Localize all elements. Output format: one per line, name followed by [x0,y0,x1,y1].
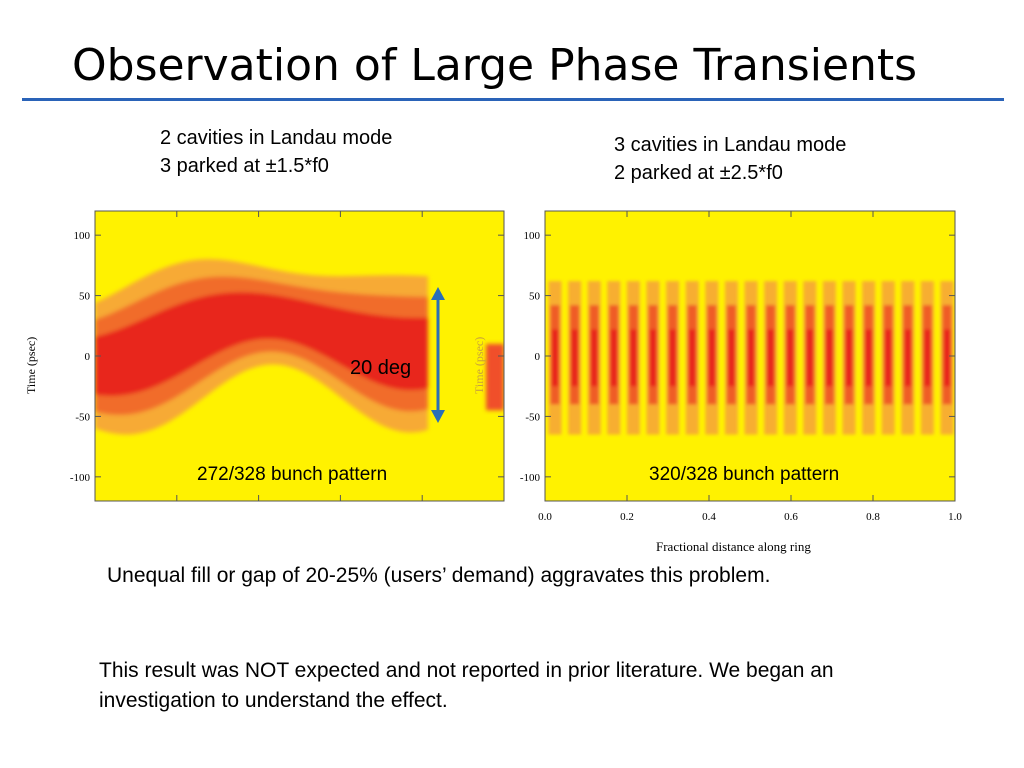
stripe-core [747,329,755,387]
right-ytick-label: -100 [520,472,541,484]
caption-right: 3 cavities in Landau mode 2 parked at ±2… [614,134,847,184]
right-xtick-label: 0.2 [620,511,634,523]
right-ytick-label: -50 [525,411,540,423]
stripe-core [649,329,657,387]
stripe-core [708,329,716,387]
stripe-core [688,329,696,387]
density-fragment [486,343,504,411]
phase-arrow [431,287,445,423]
right-x-axis-title: Fractional distance along ring [656,539,811,554]
slide-title: Observation of Large Phase Transients [72,40,918,91]
left-ytick-label: 50 [79,291,91,303]
density-core [95,292,428,396]
right-y-axis-title: Time (psec) [472,336,486,394]
left-ytick-label: -100 [70,472,91,484]
stripe-core [884,329,892,387]
right-xtick-label: 0.4 [702,511,716,523]
left-annotation: 272/328 bunch pattern [197,464,387,485]
stripe-core [629,329,637,387]
stripe-core [786,329,794,387]
arrow-label: 20 deg [350,357,411,379]
right-ytick-label: 100 [524,230,541,242]
stripe-core [943,329,951,387]
paragraph-result: This result was NOT expected and not rep… [99,659,834,712]
caption-left: 2 cavities in Landau mode 3 parked at ±1… [160,127,393,177]
left-plot-svg: 100 50 0 -50 -100 20 deg 272/328 bunch patte… [70,210,505,502]
stripe-core [669,329,677,387]
stripe-core [865,329,873,387]
title-underline [22,98,1004,101]
left-ytick-label: 100 [74,230,91,242]
stripe-core [904,329,912,387]
stripe-core [923,329,931,387]
stripe-core [571,329,579,387]
stripe-core [767,329,775,387]
paragraph-fill: Unequal fill or gap of 20-25% (users’ de… [107,564,771,587]
right-xtick-label: 1.0 [948,511,962,523]
right-annotation: 320/328 bunch pattern [649,464,839,485]
right-ytick-label: 50 [529,291,541,303]
stripe-core [806,329,814,387]
stripe-core [727,329,735,387]
stripe-core [590,329,598,387]
stripe-core [845,329,853,387]
right-xtick-label: 0.8 [866,511,880,523]
stripe-core [551,329,559,387]
right-xtick-label: 0.6 [784,511,798,523]
stripe-core [825,329,833,387]
right-xtick-label: 0.0 [538,511,552,523]
stripe-core [610,329,618,387]
left-ytick-label: 0 [85,351,91,363]
right-ytick-label: 0 [535,351,541,363]
left-ytick-label: -50 [75,411,90,423]
right-plot-svg: 100 50 0 -50 -100 0.0 0.2 0.4 0.6 0.8 1.0 320/328 … [520,210,962,523]
